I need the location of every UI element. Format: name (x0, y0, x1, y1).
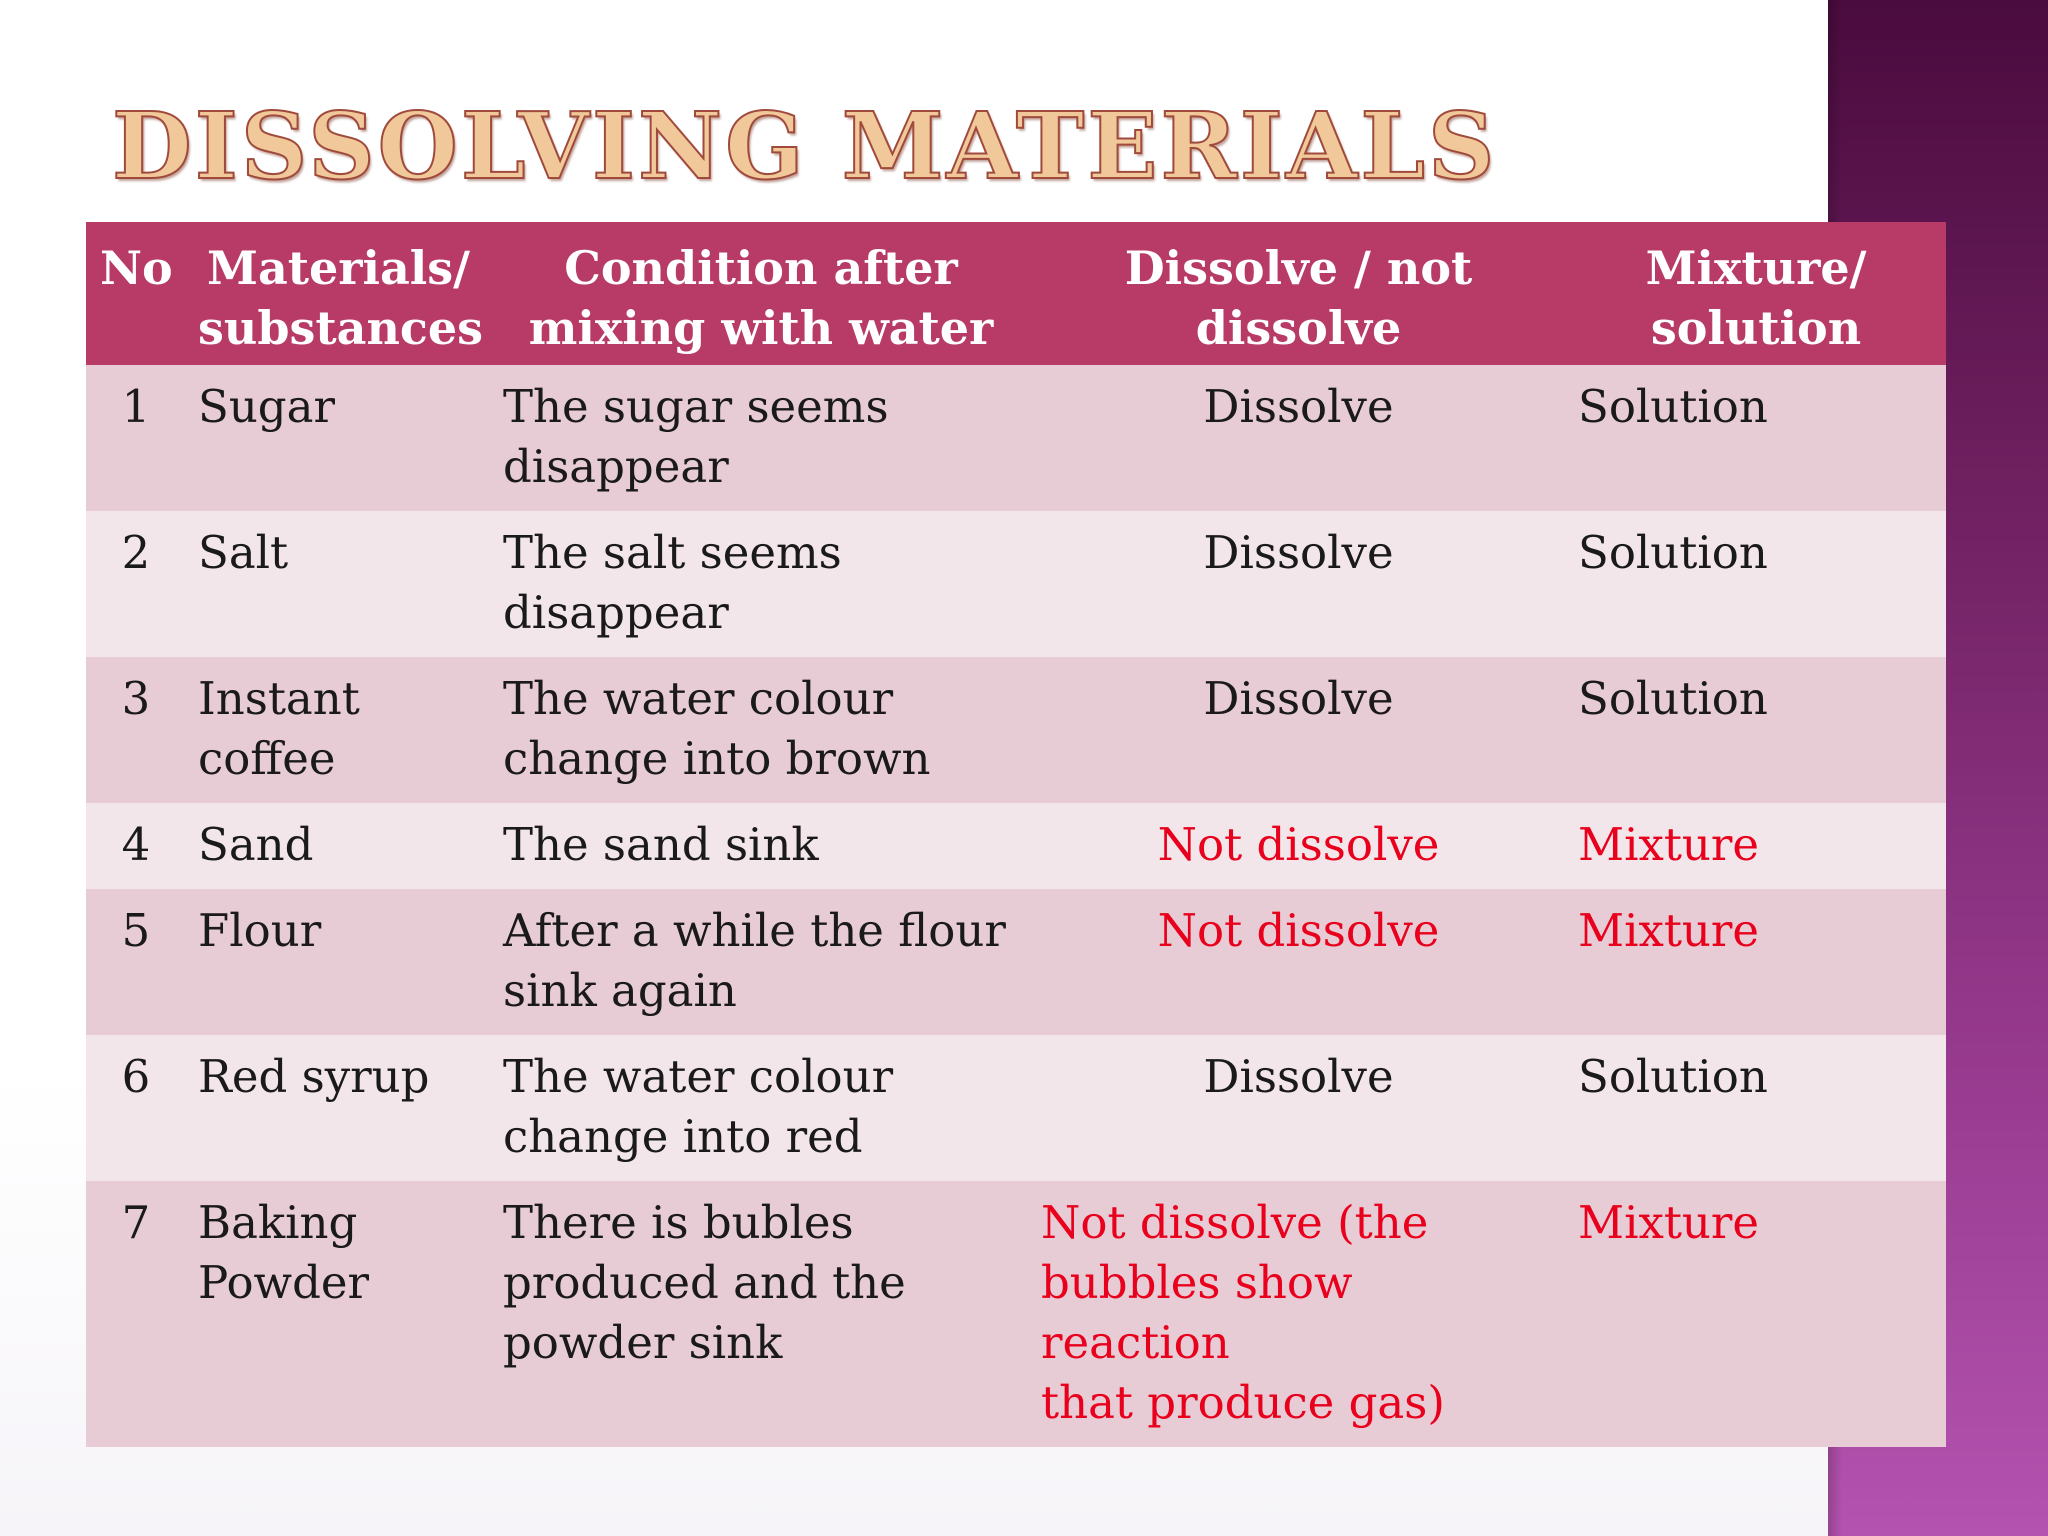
row-number: 3 (121, 672, 151, 725)
table-row: 7 Baking Powder There is bubles produced… (86, 1181, 1946, 1447)
row-material: Sugar (198, 380, 335, 433)
row-number: 4 (121, 818, 151, 871)
row-mixture: Solution (1578, 672, 1768, 725)
dissolving-table: No Materials/ substances Condition after… (86, 222, 1946, 1447)
row-dissolve: Not dissolve (1157, 904, 1440, 957)
row-dissolve: Dissolve (1203, 672, 1394, 725)
row-mixture: Mixture (1578, 904, 1760, 957)
row-condition: The water colour change into brown (503, 672, 931, 785)
row-dissolve: Not dissolve (the bubbles show reaction … (1041, 1196, 1445, 1429)
row-condition: The salt seems disappear (503, 526, 842, 639)
row-mixture: Mixture (1578, 818, 1760, 871)
row-number: 2 (121, 526, 151, 579)
row-number: 5 (121, 904, 151, 957)
row-condition: The sand sink (503, 818, 819, 871)
side-band-shadow (1828, 0, 1842, 1536)
table-row: 1 Sugar The sugar seems disappear Dissol… (86, 365, 1946, 511)
table-row: 4 Sand The sand sink Not dissolve Mixtur… (86, 803, 1946, 889)
row-dissolve: Dissolve (1203, 380, 1394, 433)
row-number: 7 (121, 1196, 151, 1249)
row-number: 6 (121, 1050, 151, 1103)
table-row: 3 Instant coffee The water colour change… (86, 657, 1946, 803)
table-row: 6 Red syrup The water colour change into… (86, 1035, 1946, 1181)
row-material: Salt (198, 526, 289, 579)
row-mixture: Solution (1578, 1050, 1768, 1103)
header-condition: Condition after mixing with water (528, 241, 994, 355)
row-dissolve: Dissolve (1203, 1050, 1394, 1103)
row-material: Baking Powder (198, 1196, 370, 1309)
row-material: Flour (198, 904, 322, 957)
row-condition: There is bubles produced and the powder … (503, 1196, 906, 1369)
row-material: Instant coffee (198, 672, 360, 785)
row-condition: The water colour change into red (503, 1050, 894, 1163)
table-row: 5 Flour After a while the flour sink aga… (86, 889, 1946, 1035)
row-condition: After a while the flour sink again (503, 904, 1006, 1017)
table-header-row: No Materials/ substances Condition after… (86, 222, 1946, 365)
decorative-side-band (1828, 0, 2048, 1536)
row-dissolve: Not dissolve (1157, 818, 1440, 871)
row-dissolve: Dissolve (1203, 526, 1394, 579)
row-mixture: Solution (1578, 380, 1768, 433)
header-mixture: Mixture/ solution (1645, 241, 1867, 355)
slide-title: Dissolving Materials (111, 92, 1498, 200)
row-mixture: Mixture (1578, 1196, 1760, 1249)
table-row: 2 Salt The salt seems disappear Dissolve… (86, 511, 1946, 657)
row-material: Sand (198, 818, 314, 871)
row-mixture: Solution (1578, 526, 1768, 579)
slide-background (0, 0, 1828, 1536)
header-materials: Materials/ substances (198, 241, 484, 355)
row-condition: The sugar seems disappear (503, 380, 889, 493)
header-dissolve: Dissolve / not dissolve (1124, 241, 1473, 355)
row-number: 1 (121, 380, 151, 433)
header-no: No (100, 241, 173, 295)
row-material: Red syrup (198, 1050, 430, 1103)
